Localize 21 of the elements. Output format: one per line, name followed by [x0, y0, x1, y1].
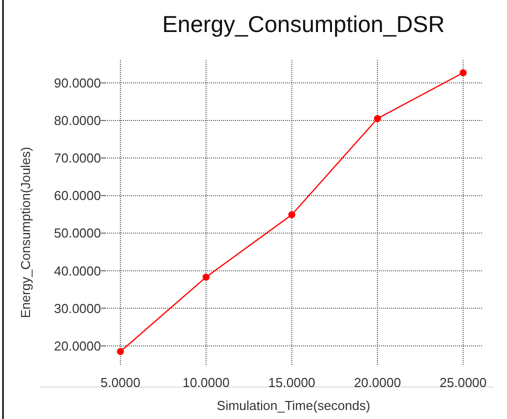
y-tick-label: 40.0000 — [54, 263, 101, 278]
x-axis-title: Simulation_Time(seconds) — [216, 398, 370, 413]
chart-title: Energy_Consumption_DSR — [162, 11, 445, 37]
y-tick-label: 70.0000 — [54, 150, 101, 166]
point — [460, 69, 467, 76]
point — [288, 211, 296, 218]
point — [202, 274, 210, 281]
x-tick-label: 20.0000 — [354, 375, 401, 390]
y-tick-label: 50.0000 — [54, 226, 101, 241]
y-tick-label: 20.0000 — [54, 338, 101, 354]
point — [116, 348, 124, 355]
y-tick-label: 90.0000 — [54, 75, 101, 90]
y-axis-title: Energy_Consumption(Joules) — [18, 146, 33, 318]
y-tick-label: 30.0000 — [54, 300, 101, 316]
x-tick-label: 15.0000 — [268, 375, 316, 390]
point — [374, 115, 381, 122]
x-tick-label: 25.0000 — [440, 375, 487, 390]
x-tick-label: 10.0000 — [182, 375, 230, 390]
y-tick-label: 80.0000 — [54, 113, 101, 128]
y-tick-label: 60.0000 — [54, 188, 101, 204]
x-tick-label: 5.0000 — [100, 375, 140, 390]
